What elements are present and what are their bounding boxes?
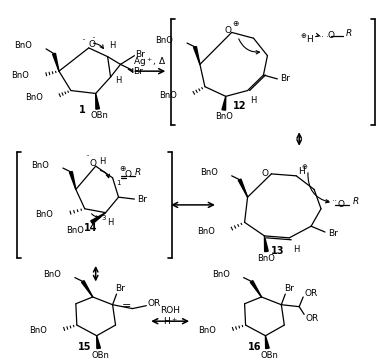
Polygon shape — [193, 46, 200, 64]
Text: Br: Br — [138, 195, 147, 204]
Text: OBn: OBn — [91, 111, 109, 120]
Text: BnO: BnO — [43, 270, 61, 279]
Text: BnO: BnO — [66, 226, 84, 235]
Text: H: H — [298, 167, 304, 176]
Text: H: H — [116, 76, 122, 85]
Text: $\oplus$: $\oplus$ — [299, 31, 307, 40]
Text: BnO: BnO — [197, 226, 215, 235]
Text: ··: ·· — [91, 34, 96, 43]
Text: 3: 3 — [101, 216, 106, 221]
Text: 14: 14 — [84, 223, 98, 233]
Text: O: O — [262, 170, 269, 179]
Text: R: R — [346, 29, 352, 38]
Text: BnO: BnO — [25, 93, 43, 102]
Text: 16: 16 — [248, 342, 261, 352]
Text: BnO: BnO — [14, 41, 32, 50]
Text: BnO: BnO — [11, 71, 29, 80]
Text: 13: 13 — [271, 246, 284, 256]
Text: OR: OR — [304, 289, 318, 298]
Text: BnO: BnO — [155, 36, 173, 45]
Text: R: R — [353, 198, 359, 207]
Text: O: O — [328, 31, 334, 40]
Polygon shape — [82, 281, 93, 297]
Text: ROH: ROH — [160, 306, 180, 315]
Text: Br: Br — [116, 284, 125, 293]
Text: H: H — [108, 218, 114, 227]
Text: Br: Br — [328, 229, 338, 238]
Text: O: O — [337, 201, 344, 210]
Text: $\oplus$: $\oplus$ — [301, 162, 308, 171]
Text: H$^+$: H$^+$ — [163, 315, 177, 327]
Polygon shape — [97, 336, 100, 348]
Text: BnO: BnO — [200, 168, 218, 177]
Text: Br: Br — [135, 50, 145, 59]
Text: BnO: BnO — [35, 210, 53, 219]
Text: 12: 12 — [233, 101, 246, 111]
Text: =: = — [122, 301, 131, 311]
Text: H: H — [306, 35, 312, 44]
Text: O: O — [89, 159, 96, 168]
Text: H: H — [100, 157, 106, 166]
Text: Br: Br — [284, 284, 294, 293]
Text: OR: OR — [306, 314, 319, 323]
Text: ··: ·· — [86, 152, 90, 161]
Text: BnO: BnO — [212, 270, 230, 279]
Text: BnO: BnO — [258, 254, 276, 263]
Polygon shape — [96, 94, 100, 109]
Text: ·· ··: ·· ·· — [319, 33, 331, 42]
Polygon shape — [222, 96, 226, 110]
Polygon shape — [91, 213, 106, 224]
Text: BnO: BnO — [29, 327, 47, 336]
Text: BnO: BnO — [159, 91, 177, 100]
Text: $\oplus$: $\oplus$ — [232, 19, 239, 28]
Text: 1: 1 — [116, 180, 121, 186]
Polygon shape — [238, 179, 248, 197]
Text: H: H — [293, 245, 299, 254]
Text: H: H — [109, 41, 116, 50]
Text: Ag$^+$, $\Delta$: Ag$^+$, $\Delta$ — [133, 55, 167, 69]
Text: ·· ··: ·· ·· — [325, 198, 337, 207]
Text: ··: ·· — [81, 36, 86, 45]
Text: R: R — [134, 168, 141, 177]
Text: Br: Br — [133, 67, 143, 76]
Text: OR: OR — [148, 299, 161, 308]
Polygon shape — [250, 281, 261, 297]
Text: O: O — [125, 170, 132, 179]
Text: OBn: OBn — [92, 351, 109, 360]
Text: H: H — [250, 96, 257, 105]
Text: $\oplus$: $\oplus$ — [119, 163, 126, 172]
Text: O: O — [224, 26, 231, 35]
Polygon shape — [70, 172, 76, 189]
Text: 15: 15 — [78, 342, 92, 352]
Text: 1: 1 — [79, 105, 86, 115]
Polygon shape — [52, 53, 59, 71]
Text: O: O — [88, 40, 95, 49]
Text: BnO: BnO — [198, 327, 216, 336]
Text: Br: Br — [280, 75, 290, 84]
Text: BnO: BnO — [215, 112, 233, 121]
Text: BnO: BnO — [31, 161, 49, 170]
Text: OBn: OBn — [260, 351, 279, 360]
Polygon shape — [266, 336, 269, 348]
Polygon shape — [264, 236, 268, 252]
